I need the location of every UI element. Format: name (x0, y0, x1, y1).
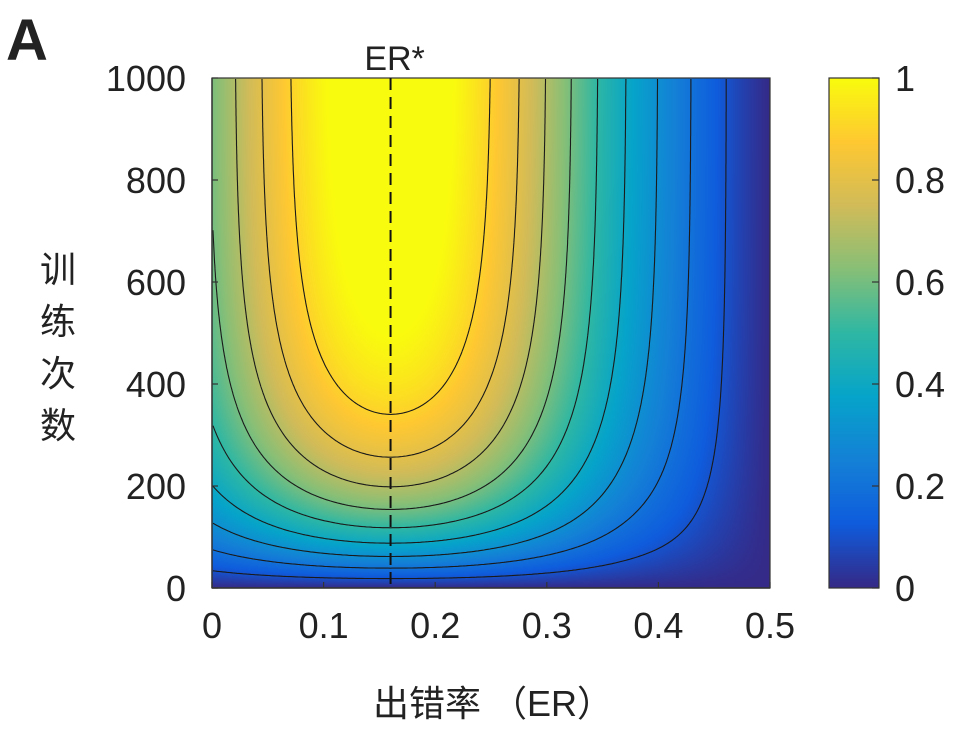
x-axis-label: 出错率 （ER） (373, 683, 613, 724)
y-axis: 0 200 400 600 800 1000 (106, 58, 218, 609)
contour-line-0.4 (212, 79, 627, 544)
y-axis-label-char: 次 (40, 353, 76, 394)
colorbar-tick-label: 0.4 (895, 364, 945, 405)
y-tick-label: 600 (126, 262, 186, 303)
heatmap-plot-area (211, 77, 771, 589)
x-tick-label: 0 (202, 605, 222, 646)
y-tick-label: 200 (126, 466, 186, 507)
contour-line-0.5 (212, 79, 599, 529)
contour-line-0.2 (212, 79, 692, 569)
colorbar-gradient (829, 78, 879, 588)
x-tick-label: 0.5 (745, 605, 795, 646)
colorbar: 0 0.2 0.4 0.6 0.8 1 (828, 58, 945, 609)
x-tick-label: 0.4 (633, 605, 683, 646)
colorbar-ticks: 0 0.2 0.4 0.6 0.8 1 (872, 58, 945, 609)
x-tick-label: 0.2 (410, 605, 460, 646)
contour-line-0.8 (261, 79, 520, 458)
y-tick-label: 0 (166, 568, 186, 609)
contour-line-0.9 (290, 78, 491, 415)
contour-lines (212, 78, 727, 580)
contour-line-0.3 (212, 79, 659, 558)
y-tick-label: 400 (126, 364, 186, 405)
y-tick-label: 1000 (106, 58, 186, 99)
y-axis-label-char: 训 (40, 249, 76, 290)
contour-line-0.1 (212, 79, 727, 580)
y-axis-label-char: 练 (40, 301, 76, 342)
panel-label: A (6, 8, 48, 73)
y-tick-label: 800 (126, 160, 186, 201)
x-tick-label: 0.1 (299, 605, 349, 646)
colorbar-tick-label: 1 (895, 58, 915, 99)
colorbar-tick-label: 0.6 (895, 262, 945, 303)
x-axis: 0 0.1 0.2 0.3 0.4 0.5 (202, 582, 795, 646)
colorbar-tick-label: 0.8 (895, 160, 945, 201)
heatmap-image (212, 78, 770, 588)
x-tick-label: 0.3 (522, 605, 572, 646)
colorbar-tick-label: 0 (895, 568, 915, 609)
y-axis-label-char: 数 (40, 405, 76, 446)
colorbar-tick-label: 0.2 (895, 466, 945, 507)
contour-line-0.7 (235, 79, 547, 488)
er-star-label: ER* (364, 40, 424, 78)
contour-line-0.6 (212, 78, 572, 510)
colorbar-frame (828, 77, 880, 589)
